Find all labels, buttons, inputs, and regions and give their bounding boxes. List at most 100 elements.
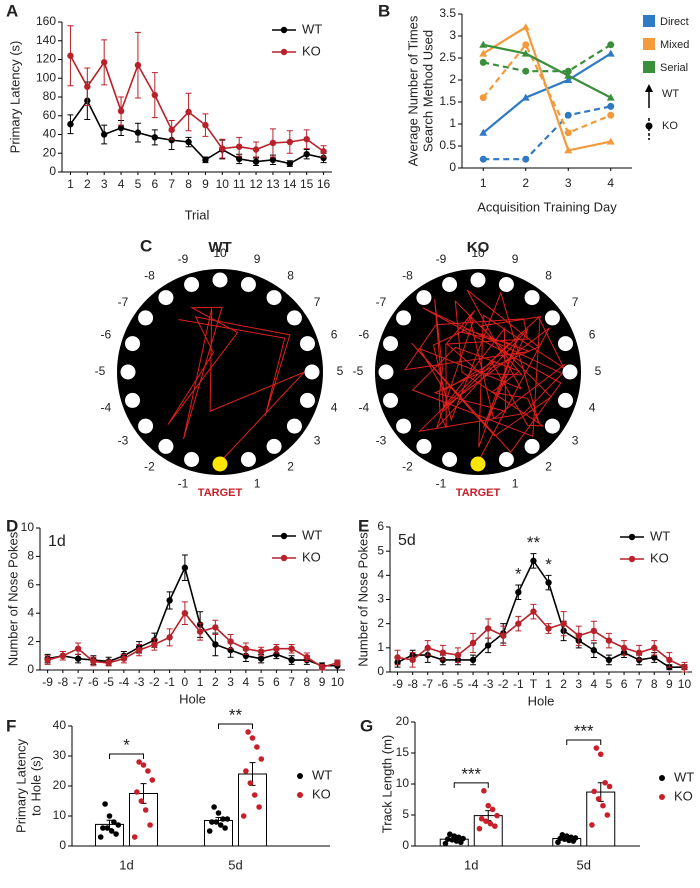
data-point bbox=[602, 779, 608, 786]
hole-label: 4 bbox=[331, 401, 338, 415]
track-title: WT bbox=[208, 239, 231, 256]
data-point bbox=[521, 93, 530, 101]
data-point bbox=[489, 806, 496, 813]
hole bbox=[442, 451, 458, 467]
data-point bbox=[522, 155, 530, 163]
data-point bbox=[479, 155, 487, 163]
data-point bbox=[185, 108, 192, 116]
y-tick-label: 160 bbox=[36, 14, 56, 28]
x-tick-label: -7 bbox=[73, 675, 84, 689]
data-point bbox=[168, 126, 175, 134]
x-tick-label: 8 bbox=[651, 677, 658, 691]
data-point bbox=[483, 818, 489, 824]
y-tick-label: 30 bbox=[53, 748, 67, 762]
hole-label: -4 bbox=[359, 401, 370, 415]
y-axis-label: Primary Latency (s) bbox=[7, 41, 22, 154]
data-point bbox=[202, 121, 209, 129]
legend-marker bbox=[297, 792, 303, 798]
data-point bbox=[303, 654, 311, 661]
data-point bbox=[481, 788, 487, 794]
series-line bbox=[482, 25, 611, 152]
data-point bbox=[522, 67, 530, 75]
data-point bbox=[469, 639, 477, 647]
hole bbox=[524, 438, 540, 454]
hole bbox=[125, 392, 141, 408]
data-point bbox=[530, 557, 537, 565]
hole bbox=[304, 364, 320, 380]
data-point bbox=[605, 656, 613, 664]
legend-label: KO bbox=[662, 120, 678, 132]
hole-label: -5 bbox=[95, 364, 106, 378]
legend-marker bbox=[659, 775, 665, 781]
x-tick-label: -4 bbox=[468, 677, 479, 691]
panel-letter: G bbox=[360, 716, 373, 735]
legend-marker bbox=[645, 122, 653, 130]
x-tick-label: 3 bbox=[101, 177, 108, 191]
data-point bbox=[84, 83, 91, 90]
legend-swatch bbox=[643, 38, 655, 50]
hole-label: 8 bbox=[545, 269, 552, 283]
x-tick-label: 1 bbox=[197, 675, 204, 689]
data-point bbox=[515, 589, 522, 596]
y-tick-label: 0 bbox=[402, 838, 409, 852]
data-point bbox=[247, 780, 254, 786]
hole-label: -2 bbox=[402, 460, 413, 474]
data-point bbox=[212, 641, 219, 648]
y-tick-label: 2 bbox=[377, 616, 384, 630]
series-line bbox=[69, 99, 324, 165]
hole bbox=[562, 364, 578, 380]
data-point bbox=[635, 649, 643, 656]
x-tick-label: 8 bbox=[185, 177, 192, 191]
legend-label: WT bbox=[650, 528, 670, 543]
legend-marker bbox=[659, 794, 665, 800]
data-point bbox=[572, 835, 579, 841]
significance: *** bbox=[574, 722, 594, 741]
hole-label: 7 bbox=[572, 295, 579, 309]
data-point bbox=[145, 768, 151, 774]
data-point bbox=[479, 94, 487, 102]
data-point bbox=[269, 139, 277, 147]
y-tick-label: 40 bbox=[53, 718, 67, 732]
data-point bbox=[444, 836, 451, 842]
legend-marker bbox=[280, 26, 288, 34]
data-point bbox=[606, 93, 615, 101]
y-tick-label: 10 bbox=[21, 520, 35, 534]
data-point bbox=[235, 143, 243, 150]
x-tick-label: 10 bbox=[678, 677, 692, 691]
data-point bbox=[469, 656, 477, 664]
hole-label: -6 bbox=[101, 328, 112, 342]
series-line bbox=[483, 105, 611, 161]
data-point bbox=[545, 625, 552, 632]
y-tick-label: 100 bbox=[36, 70, 56, 84]
x-tick-label: 2 bbox=[560, 677, 567, 691]
data-point bbox=[117, 107, 125, 115]
y-tick-label: 3 bbox=[377, 592, 384, 606]
data-point bbox=[240, 813, 247, 819]
bar bbox=[238, 773, 267, 847]
significance: * bbox=[123, 735, 130, 754]
data-point bbox=[595, 796, 602, 802]
x-tick-label: 4 bbox=[607, 176, 614, 190]
data-point bbox=[120, 655, 128, 662]
target-label: TARGET bbox=[198, 487, 243, 499]
data-point bbox=[479, 40, 488, 48]
hole bbox=[416, 438, 432, 454]
hole-label: -8 bbox=[144, 269, 155, 283]
hole-label: -8 bbox=[402, 269, 413, 283]
legend-label: WT bbox=[674, 769, 694, 784]
y-axis-label: Track Length (m) bbox=[379, 735, 394, 834]
hole bbox=[396, 418, 412, 434]
panel-letter: B bbox=[378, 1, 390, 20]
data-point bbox=[589, 822, 595, 828]
hole bbox=[498, 277, 514, 293]
data-point bbox=[257, 655, 265, 662]
panel-letter: A bbox=[6, 1, 18, 20]
y-tick-label: 15 bbox=[396, 745, 410, 759]
hole-label: 7 bbox=[314, 295, 321, 309]
hole-label: -4 bbox=[101, 401, 112, 415]
hole-label: 5 bbox=[337, 364, 344, 378]
data-point bbox=[149, 777, 156, 783]
y-tick-label: 20 bbox=[53, 778, 67, 792]
hole bbox=[266, 438, 282, 454]
data-point bbox=[151, 134, 159, 141]
